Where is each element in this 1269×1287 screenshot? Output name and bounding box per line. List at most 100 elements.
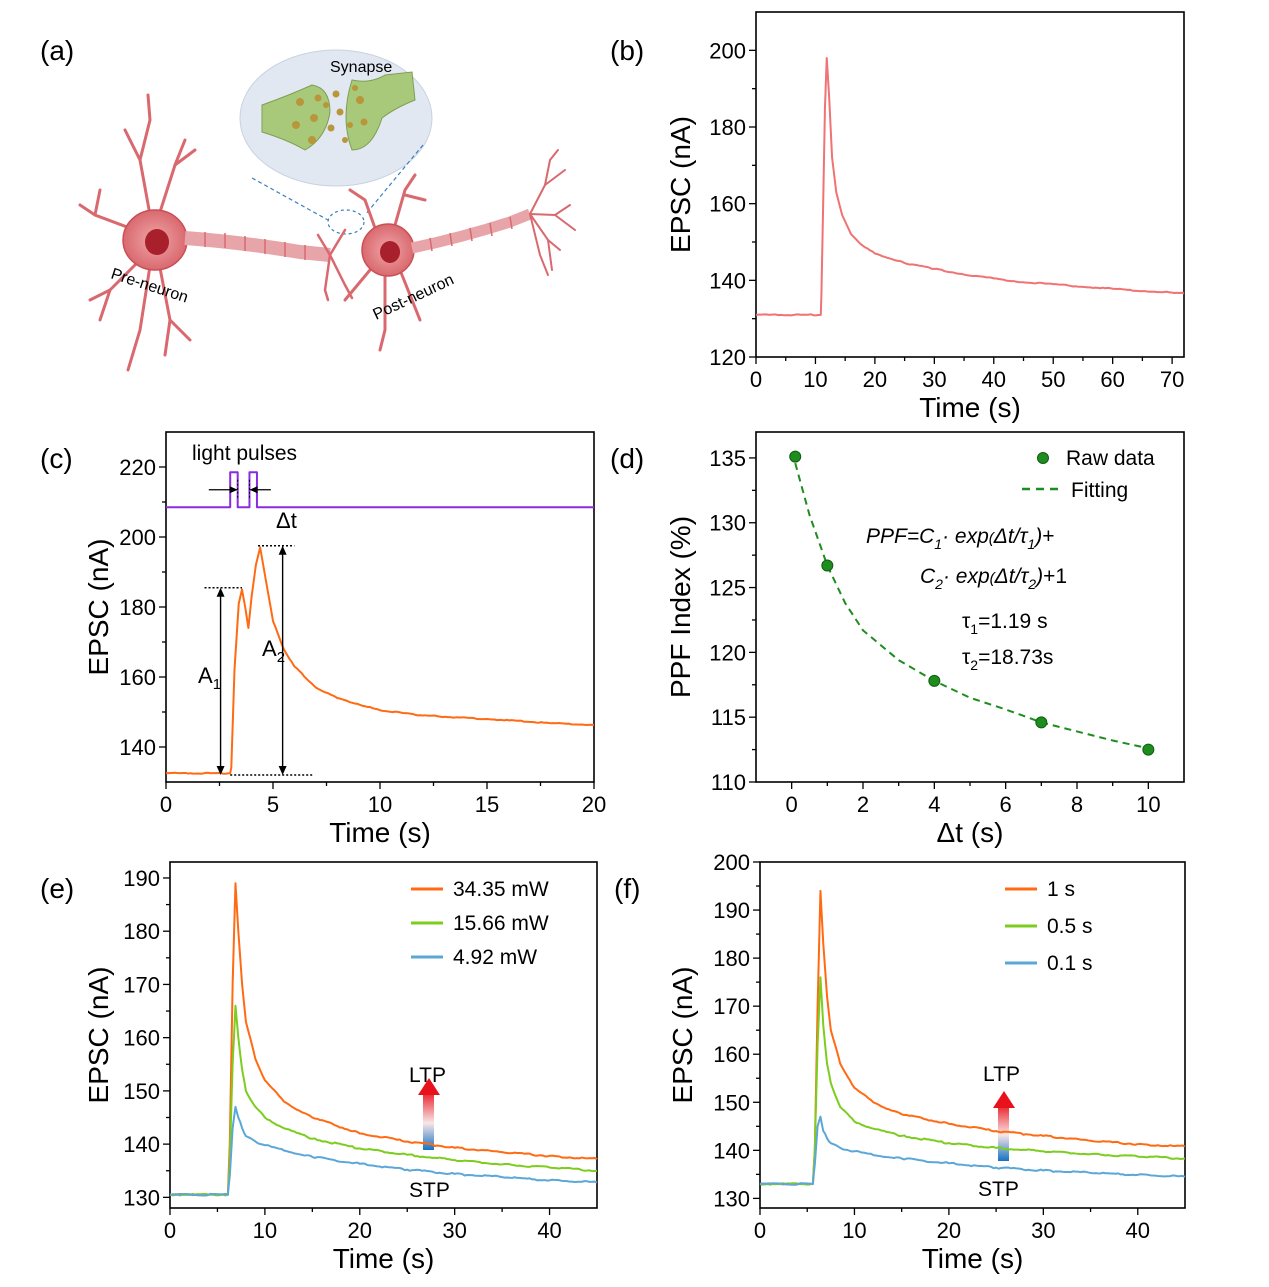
x-tick-label-d: 10 <box>1136 792 1160 817</box>
panel-c-annotations: A1 A2 Δt <box>198 479 314 776</box>
y-tick-label-d: 120 <box>709 640 746 665</box>
tau1-value: τ1=1.19 s <box>962 610 1048 637</box>
panel-b-label: (b) <box>610 35 644 66</box>
x-tick-label-d: 2 <box>857 792 869 817</box>
plot-frame-e <box>169 861 598 1209</box>
zoom-line-right <box>364 144 424 216</box>
legend-label-e: 4.92 mW <box>453 946 537 969</box>
y-tick-label-f: 200 <box>713 850 750 875</box>
panel-c-ppf-trace-chart: (c) light pulses 0 5 10 15 20 140 160 180 200 220… <box>40 431 606 848</box>
x-tick-label-f: 20 <box>937 1218 961 1243</box>
x-axis-label-c: Time (s) <box>329 817 431 848</box>
y-axis-label-b: EPSC (nA) <box>665 116 696 253</box>
panel-e-label: (e) <box>40 873 74 904</box>
post-neuron <box>343 173 427 352</box>
x-tick-label-c: 20 <box>582 792 606 817</box>
light-pulses-label: light pulses <box>192 442 297 465</box>
x-tick-label-b: 50 <box>1041 367 1065 392</box>
y-tick-label-e: 180 <box>123 919 160 944</box>
legend-label-d: Fitting <box>1071 479 1128 502</box>
ltp-arrow-head <box>418 1078 440 1095</box>
y-tick-label-d: 135 <box>709 446 746 471</box>
raw-data-point <box>789 450 802 463</box>
raw-data-point <box>1142 743 1155 756</box>
raw-data-point <box>1035 716 1048 729</box>
panel-c-label: (c) <box>40 443 73 474</box>
fit-curve <box>794 462 1149 750</box>
y-axis-label-e: EPSC (nA) <box>83 967 114 1104</box>
series-line-b-0 <box>755 57 1185 317</box>
y-tick-label-c: 160 <box>119 665 156 690</box>
legend-label-f: 0.1 s <box>1047 952 1093 975</box>
raw-data-point <box>821 559 834 572</box>
y-tick-label-d: 125 <box>709 576 746 601</box>
x-tick-label-c: 10 <box>368 792 392 817</box>
y-tick-label-b: 160 <box>709 192 746 217</box>
ltp-arrow-head-f <box>993 1091 1015 1108</box>
x-tick-label-b: 40 <box>982 367 1006 392</box>
ltp-label: LTP <box>409 1064 446 1087</box>
y-axis-label-d: PPF Index (%) <box>665 516 696 698</box>
y-tick-label-c: 180 <box>119 595 156 620</box>
x-tick-label-e: 10 <box>253 1218 277 1243</box>
x-tick-label-d: 4 <box>928 792 940 817</box>
x-tick-label-c: 0 <box>160 792 172 817</box>
ppf-equation-line1: PPF=C1· exp(Δt/τ1)+ <box>866 525 1054 552</box>
x-tick-label-f: 0 <box>754 1218 766 1243</box>
x-tick-label-c: 15 <box>475 792 499 817</box>
y-tick-label-c: 220 <box>119 455 156 480</box>
a2-arrowhead-bottom <box>278 766 287 775</box>
y-axis-label-f: EPSC (nA) <box>667 967 698 1104</box>
x-tick-label-b: 70 <box>1160 367 1184 392</box>
y-tick-label-f: 150 <box>713 1090 750 1115</box>
legend-label-e: 15.66 mW <box>453 912 549 935</box>
y-tick-label-e: 140 <box>123 1132 160 1157</box>
x-tick-label-d: 6 <box>1000 792 1012 817</box>
y-tick-label-c: 140 <box>119 735 156 760</box>
delta-t-label: Δt <box>276 508 297 533</box>
x-tick-label-f: 40 <box>1126 1218 1150 1243</box>
x-tick-label-b: 60 <box>1100 367 1124 392</box>
dt-arrowhead-left <box>229 486 238 494</box>
panel-e-power-chart: (e) LTP STP 0 10 20 30 40 130 140 150 160 170 180 1… <box>40 861 598 1274</box>
y-tick-label-b: 200 <box>709 38 746 63</box>
stp-label-f: STP <box>978 1178 1019 1201</box>
x-tick-label-f: 10 <box>842 1218 866 1243</box>
series-line-e-2 <box>169 1105 598 1197</box>
y-tick-label-d: 110 <box>711 770 746 795</box>
x-tick-label-d: 0 <box>786 792 798 817</box>
x-axis-label-d: Δt (s) <box>937 817 1004 848</box>
series-line-f-1 <box>759 976 1186 1186</box>
y-tick-label-b: 140 <box>709 268 746 293</box>
axon <box>184 228 354 302</box>
ltp-stp-arrow-shaft <box>423 1090 434 1150</box>
series-line-e-1 <box>169 1004 598 1197</box>
y-axis-label-c: EPSC (nA) <box>83 539 114 676</box>
x-axis-label-b: Time (s) <box>919 392 1021 423</box>
a2-arrowhead-top <box>278 545 287 555</box>
y-tick-label-e: 160 <box>123 1026 160 1051</box>
x-tick-label-b: 10 <box>803 367 827 392</box>
ltp-label-f: LTP <box>983 1063 1020 1086</box>
plot-frame-b <box>755 11 1185 358</box>
y-tick-label-f: 160 <box>713 1042 750 1067</box>
a1-label: A1 <box>198 663 221 693</box>
x-tick-label-b: 0 <box>750 367 762 392</box>
series-line-e-0 <box>169 882 598 1197</box>
raw-data-point <box>928 674 941 687</box>
x-tick-label-b: 20 <box>863 367 887 392</box>
y-tick-label-e: 170 <box>123 972 160 997</box>
zoom-circle <box>327 209 365 235</box>
x-tick-label-e: 20 <box>348 1218 372 1243</box>
panel-f-label: (f) <box>614 873 640 904</box>
legend-label-e: 34.35 mW <box>453 878 549 901</box>
panel-d-label: (d) <box>610 443 644 474</box>
ppf-equation-line2: C2· exp(Δt/τ2)+1 <box>920 565 1067 592</box>
post-axon <box>410 149 576 276</box>
synapse-zoom-bubble: Synapse <box>239 49 433 187</box>
pre-neuron <box>78 93 197 372</box>
a1-arrowhead-bottom <box>216 766 225 775</box>
x-axis-label-f: Time (s) <box>922 1243 1024 1274</box>
x-tick-label-e: 40 <box>537 1218 561 1243</box>
